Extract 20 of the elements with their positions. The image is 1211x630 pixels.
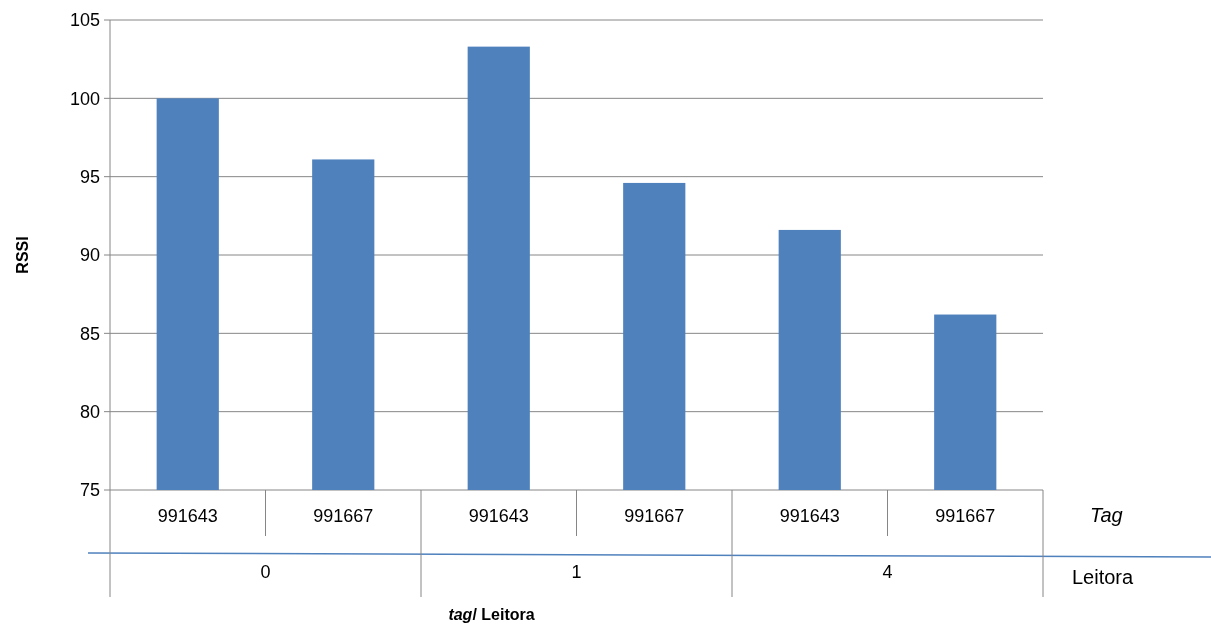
x-tick-label: 991643	[779, 506, 840, 526]
y-tick-label: 105	[69, 10, 100, 31]
text: 1	[571, 562, 582, 582]
y-tick-label: 100	[69, 88, 100, 109]
y-tick-label: 75	[79, 480, 100, 501]
y-axis-title: RSSI	[14, 236, 31, 274]
x-tick-label: 991643	[157, 506, 218, 526]
x-tick-label: 991643	[468, 506, 529, 526]
y-tick-label: 95	[79, 166, 100, 187]
x-axis-title: tag/ Leitora	[448, 606, 535, 623]
text: 0	[260, 562, 271, 582]
text: Tag	[1090, 504, 1123, 526]
x-tick-label: 991667	[624, 506, 685, 526]
y-tick-label: 80	[79, 401, 100, 422]
x-tick-label: 991667	[935, 506, 996, 526]
text: Leitora	[1072, 566, 1135, 588]
text: 4	[882, 562, 893, 582]
y-tick-label: 85	[79, 323, 100, 344]
x-tick-label: 991667	[313, 506, 374, 526]
y-tick-label: 90	[79, 245, 100, 266]
